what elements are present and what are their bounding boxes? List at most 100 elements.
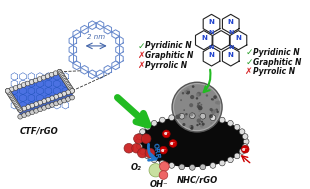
Circle shape — [188, 125, 191, 128]
Circle shape — [12, 99, 17, 104]
Circle shape — [69, 87, 73, 92]
Circle shape — [201, 104, 202, 106]
Circle shape — [10, 96, 15, 101]
Circle shape — [66, 83, 71, 87]
Circle shape — [159, 160, 165, 166]
Circle shape — [201, 121, 203, 123]
Circle shape — [15, 103, 20, 108]
Circle shape — [42, 99, 46, 104]
Text: Pyridinic N: Pyridinic N — [253, 48, 299, 57]
Circle shape — [210, 163, 216, 168]
Circle shape — [41, 75, 46, 80]
Text: e⁻: e⁻ — [170, 141, 176, 146]
Polygon shape — [8, 72, 72, 110]
Circle shape — [58, 93, 63, 98]
Circle shape — [234, 124, 240, 130]
Circle shape — [70, 88, 74, 93]
Circle shape — [5, 88, 10, 93]
Circle shape — [7, 91, 12, 96]
Circle shape — [241, 145, 249, 153]
Circle shape — [66, 90, 70, 95]
Text: N: N — [228, 19, 234, 25]
Circle shape — [60, 74, 65, 79]
Circle shape — [199, 102, 201, 104]
Circle shape — [65, 81, 70, 86]
Circle shape — [190, 127, 193, 130]
Text: N: N — [228, 30, 233, 35]
Circle shape — [68, 86, 73, 90]
Circle shape — [124, 143, 134, 153]
Circle shape — [5, 88, 10, 93]
Circle shape — [70, 88, 74, 93]
Text: NHC/rGO: NHC/rGO — [176, 176, 218, 185]
Circle shape — [179, 113, 185, 119]
Text: 2 nm: 2 nm — [87, 34, 105, 40]
Circle shape — [200, 124, 204, 128]
Circle shape — [61, 75, 66, 80]
Circle shape — [46, 104, 51, 109]
Text: ✓: ✓ — [245, 58, 253, 67]
Circle shape — [18, 114, 23, 119]
Circle shape — [234, 153, 240, 159]
Circle shape — [6, 90, 11, 95]
Circle shape — [145, 153, 150, 159]
Circle shape — [184, 116, 187, 119]
Circle shape — [197, 102, 199, 104]
Circle shape — [9, 94, 14, 99]
Circle shape — [189, 113, 193, 116]
Circle shape — [159, 117, 165, 123]
Circle shape — [62, 77, 67, 81]
Text: ✓: ✓ — [138, 41, 145, 50]
Circle shape — [16, 105, 21, 109]
Circle shape — [215, 101, 218, 104]
Circle shape — [63, 78, 68, 83]
Circle shape — [45, 74, 50, 79]
Circle shape — [134, 134, 143, 143]
Circle shape — [243, 139, 249, 144]
Circle shape — [30, 110, 35, 115]
Circle shape — [169, 163, 175, 168]
Circle shape — [174, 84, 220, 130]
Circle shape — [179, 164, 185, 170]
Circle shape — [199, 123, 201, 125]
Circle shape — [34, 108, 38, 113]
Circle shape — [13, 86, 18, 90]
Circle shape — [189, 164, 195, 170]
Circle shape — [185, 113, 188, 115]
Circle shape — [149, 163, 162, 177]
Text: N: N — [209, 19, 215, 25]
Circle shape — [211, 98, 213, 100]
Circle shape — [197, 103, 199, 105]
Circle shape — [169, 115, 175, 121]
Circle shape — [187, 88, 190, 91]
Circle shape — [22, 106, 27, 111]
Ellipse shape — [140, 117, 245, 167]
Circle shape — [59, 72, 64, 77]
Circle shape — [17, 84, 22, 89]
Text: e⁻: e⁻ — [161, 148, 166, 153]
Text: Graphitic N: Graphitic N — [145, 51, 193, 60]
Circle shape — [18, 108, 23, 112]
Circle shape — [151, 120, 157, 126]
Text: N: N — [209, 52, 215, 57]
Circle shape — [140, 149, 145, 154]
Circle shape — [17, 106, 22, 111]
Circle shape — [8, 93, 13, 98]
Circle shape — [239, 129, 245, 135]
Circle shape — [216, 111, 219, 113]
Text: OH⁻: OH⁻ — [149, 180, 168, 189]
Circle shape — [242, 144, 248, 149]
Circle shape — [200, 113, 206, 119]
Circle shape — [162, 130, 170, 138]
Circle shape — [57, 69, 62, 74]
Circle shape — [14, 102, 19, 106]
Circle shape — [215, 108, 218, 111]
Circle shape — [29, 80, 34, 84]
Text: N: N — [209, 45, 214, 50]
Text: CTF/rGO: CTF/rGO — [20, 126, 59, 135]
Circle shape — [211, 110, 215, 113]
Circle shape — [198, 115, 200, 117]
Circle shape — [239, 149, 245, 154]
Circle shape — [66, 97, 70, 101]
Text: ✓: ✓ — [245, 48, 253, 57]
